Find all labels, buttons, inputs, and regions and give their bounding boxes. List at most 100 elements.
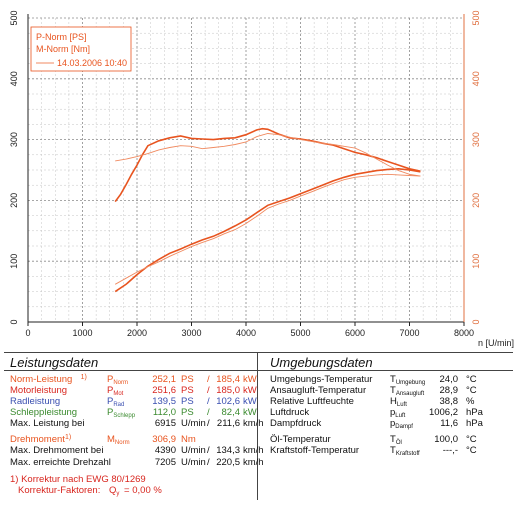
row-unit1: U/min <box>181 445 206 456</box>
row-unit2: km/h <box>243 445 264 456</box>
row-unit2: km/h <box>243 418 264 429</box>
row-value1: 112,0 <box>152 407 176 418</box>
row-symbol: pLuft <box>390 407 406 419</box>
x-tick-label: 8000 <box>454 328 474 338</box>
x-tick-label: 4000 <box>236 328 256 338</box>
y-tick-label: 400 <box>9 71 19 86</box>
leistung-row: Motorleistung PMot 251,6 PS / 185,0 kW <box>10 385 257 397</box>
row-unit2: kW <box>243 374 257 385</box>
leistung-row: Max. Drehmoment bei 4390 U/min/ 134,3 km/h <box>10 445 264 456</box>
row-separator: / <box>207 374 210 385</box>
series-line-1 <box>114 167 421 293</box>
row-unit1: U/min <box>181 457 206 468</box>
row-value2: 211,6 <box>216 418 240 429</box>
row-label: Öl-Temperatur <box>270 434 331 445</box>
row-label: Norm-Leistung <box>10 374 73 385</box>
section-divider-top <box>4 352 513 353</box>
row-separator: / <box>207 385 210 396</box>
y-tick-label: 300 <box>9 132 19 147</box>
row-symbol: HLuft <box>390 396 407 408</box>
footnote-marker: 1) <box>80 374 87 381</box>
row-value: 38,8 <box>439 396 459 407</box>
umgebung-row: Dampfdruck pDampf 11,6 hPa <box>270 418 510 430</box>
row-unit: °C <box>466 385 477 396</box>
row-value1: 252,1 <box>152 374 176 385</box>
row-value: 100,0 <box>434 434 458 445</box>
umgebung-row: Ansaugluft-Temperatur TAnsaugluft 28,9 °C <box>270 385 510 397</box>
row-label: Relative Luftfeuchte <box>270 396 354 407</box>
row-unit1: U/min <box>181 418 206 429</box>
footnote-correction: 1) Korrektur nach EWG 80/1269 <box>10 474 146 485</box>
footnote-factors: Korrektur-Faktoren: Qy = 0,00 % <box>18 485 162 500</box>
row-symbol: PMot <box>107 385 124 397</box>
legend-date: 14.03.2006 10:40 <box>57 58 127 68</box>
leistung-row: Max. erreichte Drehzahl 7205 U/min/ 220,5 km… <box>10 457 264 468</box>
row-symbol: PSchlepp <box>107 407 136 419</box>
row-symbol: TUmgebung <box>390 374 426 386</box>
x-tick-label: 5000 <box>290 328 310 338</box>
umgebungsdaten-title: Umgebungsdaten <box>270 355 373 370</box>
footnote-line1: 1) Korrektur nach EWG 80/1269 <box>10 474 146 485</box>
row-label: Kraftstoff-Temperatur <box>270 445 360 456</box>
umgebung-row: Umgebungs-Temperatur TUmgebung 24,0 °C <box>270 374 510 386</box>
row-symbol: TAnsaugluft <box>390 385 425 397</box>
row-label: Max. Leistung bei <box>10 418 85 429</box>
footnote-label: Korrektur-Faktoren: <box>18 485 101 496</box>
row-symbol: TKraftstoff <box>390 445 420 457</box>
row-label: Max. Drehmoment bei <box>10 445 104 456</box>
leistung-row: Drehmoment 1) MNorm 306,9 Nm <box>10 434 255 446</box>
row-label: Luftdruck <box>270 407 310 418</box>
row-value2: 220,5 <box>216 457 240 468</box>
row-value2: 102,6 <box>216 396 240 407</box>
row-label: Schleppleistung <box>10 407 78 418</box>
row-value2: 82,4 <box>221 407 241 418</box>
x-tick-label: 3000 <box>181 328 201 338</box>
row-value2: 134,3 <box>216 445 240 456</box>
row-label: Max. erreichte Drehzahl <box>10 457 111 468</box>
row-unit2: kW <box>243 396 257 407</box>
y-tick-label: 0 <box>9 319 19 324</box>
y2-tick-label: 300 <box>471 132 481 147</box>
row-symbol: TÖl <box>390 434 402 446</box>
umgebung-row: Luftdruck pLuft 1006,2 hPa <box>270 407 510 419</box>
x-axis-label: n [U/min] <box>478 338 514 348</box>
y-tick-label: 500 <box>9 10 19 25</box>
row-unit: °C <box>466 374 477 385</box>
umgebung-row: Kraftstoff-Temperatur TKraftstoff ---,- °C <box>270 445 510 457</box>
row-unit2: km/h <box>243 457 264 468</box>
footnote-symbol: Qy <box>109 485 120 497</box>
row-unit: % <box>466 396 475 407</box>
series-line-4 <box>115 133 421 177</box>
x-tick-label: 2000 <box>127 328 147 338</box>
row-separator: / <box>207 457 210 468</box>
legend-box <box>30 26 132 72</box>
y2-tick-label: 200 <box>471 193 481 208</box>
leistung-row: Schleppleistung PSchlepp 112,0 PS / 82,4 kW <box>10 407 257 419</box>
leistung-row: Radleistung PRad 139,5 PS / 102,6 kW <box>10 396 257 408</box>
row-label: Radleistung <box>10 396 61 407</box>
row-value1: 6915 <box>154 418 176 429</box>
row-separator: / <box>207 407 210 418</box>
y2-tick-label: 100 <box>471 254 481 269</box>
row-label: Umgebungs-Temperatur <box>270 374 373 385</box>
row-label: Motorleistung <box>10 385 68 396</box>
row-value1: 251,6 <box>152 385 176 396</box>
section-divider-vertical <box>257 352 258 500</box>
row-label: Drehmoment <box>10 434 65 445</box>
x-tick-label: 6000 <box>345 328 365 338</box>
leistung-row: Max. Leistung bei 6915 U/min/ 211,6 km/h <box>10 418 264 429</box>
row-unit2: kW <box>243 407 257 418</box>
header-underline <box>4 370 513 371</box>
row-unit: hPa <box>466 418 483 429</box>
series-line-2 <box>114 127 421 203</box>
row-value1: 7205 <box>154 457 176 468</box>
row-value2: 185,0 <box>216 385 240 396</box>
y-tick-label: 100 <box>9 254 19 269</box>
row-unit: °C <box>466 445 477 456</box>
umgebung-row: Relative Luftfeuchte HLuft 38,8% <box>270 396 510 408</box>
legend-entry: M-Norm [Nm] <box>36 44 90 54</box>
y2-tick-label: 400 <box>471 71 481 86</box>
row-symbol: PRad <box>107 396 125 408</box>
row-value1: 139,5 <box>152 396 176 407</box>
row-symbol: PNorm <box>107 374 129 386</box>
